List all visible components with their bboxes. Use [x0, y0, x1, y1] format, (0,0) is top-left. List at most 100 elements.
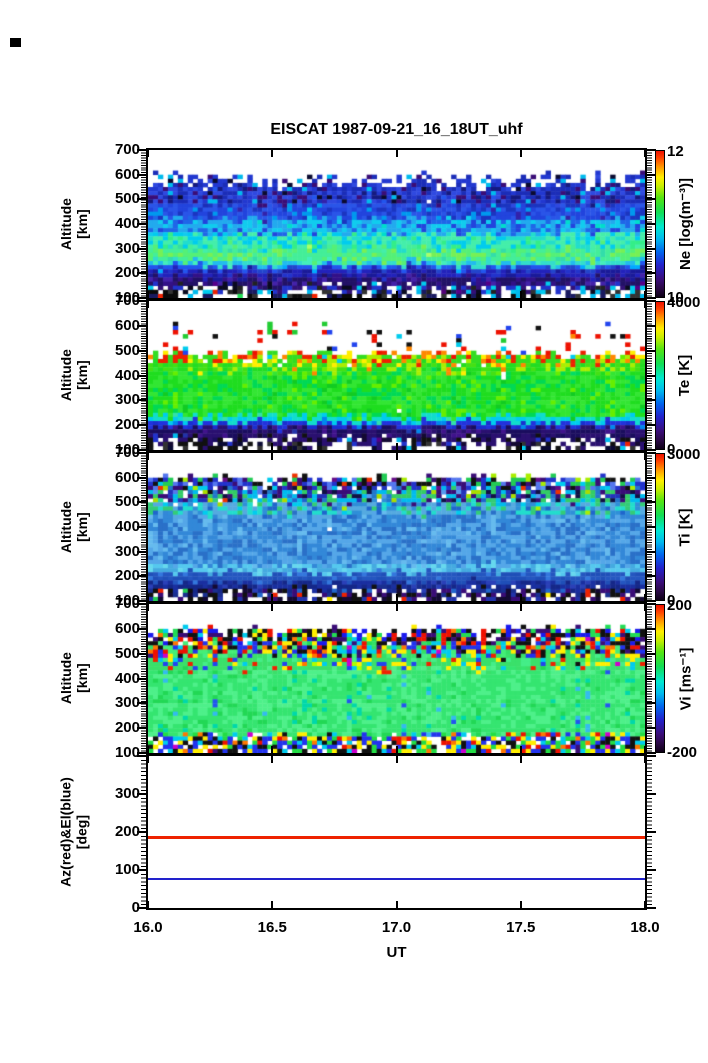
y-major-tick — [137, 831, 146, 833]
x-major-tick — [271, 756, 274, 763]
x-major-tick — [395, 150, 398, 157]
y-major-tick — [647, 526, 656, 528]
te-colorbar-title: Te [K] — [662, 301, 708, 450]
y-major-tick — [647, 627, 656, 630]
x-tick-label: 16.5 — [257, 919, 287, 936]
y-tick-label: 200 — [114, 416, 140, 434]
ti-plot-area — [146, 451, 647, 603]
y-tick-label: 300 — [114, 542, 140, 560]
x-major-tick — [395, 746, 398, 753]
x-major-tick — [395, 756, 398, 763]
x-major-tick — [147, 746, 149, 753]
x-major-tick — [644, 443, 646, 450]
y-major-tick — [137, 652, 146, 655]
y-major-tick — [137, 272, 146, 275]
y-major-tick — [647, 755, 656, 757]
y-tick-label: 500 — [114, 190, 140, 208]
y-major-tick — [647, 300, 656, 302]
ne-colorbar-title: Ne [log(m⁻³)] — [662, 150, 708, 298]
te-colorbar-max: 4000 — [667, 294, 701, 311]
x-major-tick — [519, 291, 522, 298]
x-major-tick — [147, 291, 149, 298]
y-tick-label: 400 — [114, 366, 140, 384]
x-major-tick — [519, 901, 522, 908]
y-major-tick — [137, 198, 146, 201]
vi-heatmap-canvas — [148, 604, 645, 753]
azel-y-axis-title-text: Az(red)&El(blue) [deg] — [57, 777, 91, 887]
y-major-tick — [647, 831, 656, 833]
x-major-tick — [147, 604, 149, 611]
ti-colorbar-title-text: Ti [K] — [676, 507, 694, 547]
y-tick-label: 300 — [114, 785, 140, 802]
x-major-tick — [271, 150, 274, 157]
x-major-tick — [271, 453, 274, 460]
y-major-tick — [647, 501, 656, 504]
x-major-tick — [147, 453, 149, 460]
y-major-tick — [137, 526, 146, 528]
y-major-tick — [137, 324, 146, 327]
vi-y-axis-title: Altitude [km] — [52, 604, 96, 753]
x-major-tick — [644, 901, 646, 908]
y-major-tick — [647, 907, 656, 909]
x-major-tick — [395, 594, 398, 601]
y-major-tick — [647, 424, 656, 427]
te-plot-area — [146, 299, 647, 452]
x-major-tick — [395, 453, 398, 460]
y-tick-label: 100 — [114, 744, 140, 761]
y-tick-label: 600 — [114, 468, 140, 486]
y-tick-label: 500 — [114, 493, 140, 511]
y-tick-label: 700 — [114, 292, 140, 309]
y-major-tick — [137, 449, 146, 451]
x-major-tick — [395, 291, 398, 298]
y-tick-label: 200 — [114, 567, 140, 585]
y-major-tick — [137, 600, 146, 602]
y-major-tick — [647, 677, 656, 680]
y-major-tick — [137, 755, 146, 757]
y-tick-label: 400 — [114, 215, 140, 232]
y-tick-label: 700 — [114, 444, 140, 461]
y-major-tick — [137, 907, 146, 909]
vi-colorbar-max: 200 — [667, 597, 693, 614]
y-tick-label: 200 — [114, 823, 140, 840]
ne-y-axis-title: Altitude [km] — [52, 150, 96, 298]
y-major-tick — [647, 793, 656, 795]
cursor-artifact — [10, 38, 21, 47]
x-major-tick — [271, 443, 274, 450]
x-major-tick — [271, 301, 274, 308]
x-major-tick — [147, 901, 149, 908]
x-major-tick — [147, 301, 149, 308]
y-tick-label: 0 — [131, 899, 140, 916]
y-major-tick — [647, 198, 656, 201]
y-major-tick — [137, 300, 146, 302]
y-tick-label: 100 — [114, 441, 140, 458]
y-tick-label: 500 — [114, 644, 140, 662]
y-tick-label: 100 — [114, 289, 140, 306]
ne-colorbar-min: 10 — [667, 289, 684, 306]
ti-colorbar-max: 3000 — [667, 446, 701, 463]
y-tick-label: 500 — [114, 341, 140, 359]
y-major-tick — [647, 149, 656, 151]
y-major-tick — [137, 727, 146, 730]
x-major-tick — [644, 301, 646, 308]
x-tick-label: 17.5 — [506, 919, 536, 936]
x-major-tick — [271, 594, 274, 601]
vi-colorbar-title-text: Vi [ms⁻¹] — [677, 647, 694, 710]
x-major-tick — [519, 604, 522, 611]
x-major-tick — [271, 746, 274, 753]
ti-y-axis-title: Altitude [km] — [52, 453, 96, 601]
x-major-tick — [519, 756, 522, 763]
x-tick-label: 16.0 — [133, 919, 163, 936]
ti-y-axis-title-text: Altitude [km] — [57, 500, 91, 554]
x-major-tick — [644, 604, 646, 611]
y-tick-label: 300 — [114, 391, 140, 409]
x-major-tick — [395, 443, 398, 450]
y-tick-label: 200 — [114, 719, 140, 737]
y-tick-label: 100 — [114, 861, 140, 878]
te-y-axis-title-text: Altitude [km] — [57, 349, 91, 402]
y-major-tick — [647, 399, 656, 402]
x-major-tick — [519, 301, 522, 308]
y-major-tick — [647, 603, 656, 605]
elevation-line — [148, 877, 645, 880]
figure-title: EISCAT 1987-09-21_16_18UT_uhf — [270, 121, 523, 138]
vi-colorbar-min: -200 — [667, 744, 698, 761]
